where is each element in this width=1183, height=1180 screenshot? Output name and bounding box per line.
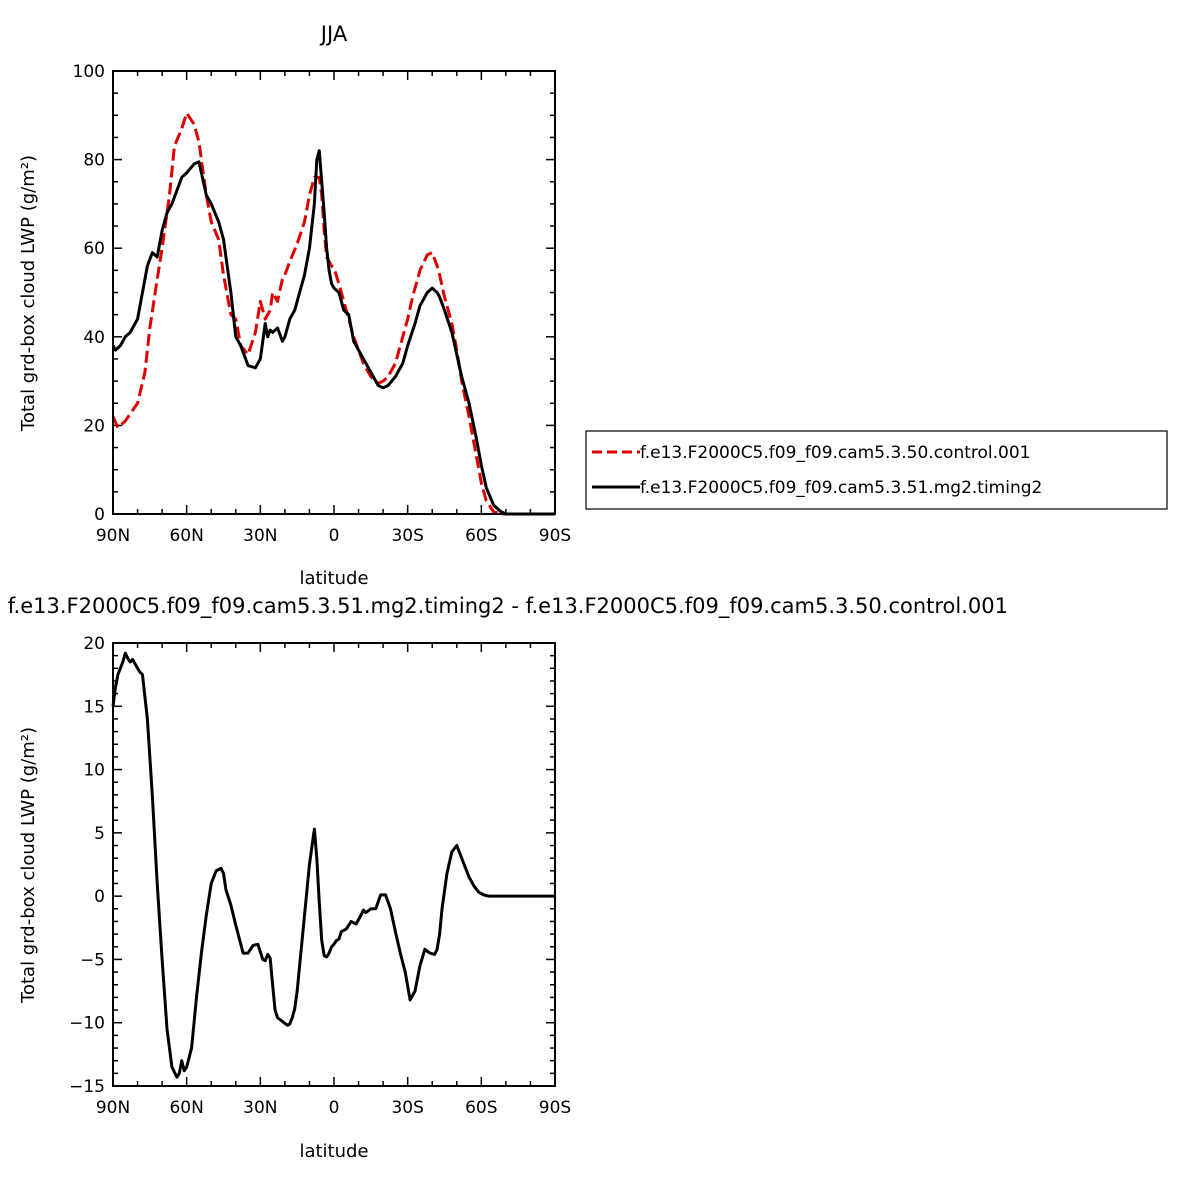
bottom-series-line-0 — [111, 651, 555, 1079]
top-ytick-label: 40 — [83, 328, 105, 348]
bottom-ytick-label: 15 — [83, 697, 105, 717]
bottom-xtick-label: 0 — [329, 1098, 340, 1118]
top-plot-title: JJA — [319, 22, 348, 46]
legend-label-control: f.e13.F2000C5.f09_f09.cam5.3.50.control.… — [640, 443, 1031, 463]
top-ytick-label: 20 — [83, 416, 105, 436]
top-series-line-1 — [111, 149, 555, 516]
top-xtick-label: 0 — [329, 526, 340, 546]
bottom-ytick-label: 10 — [83, 761, 105, 781]
top-xtick-label: 30N — [243, 526, 277, 546]
top-plot: JJA 0 20 40 60 80 100 90N 60N 30N 0 30S 60S 90S lat… — [18, 22, 571, 589]
top-xtick-label: 90S — [539, 526, 571, 546]
top-plot-x-tick-labels: 90N 60N 30N 0 30S 60S 90S — [96, 526, 571, 546]
top-series-line-0 — [111, 111, 555, 516]
bottom-plot-series — [111, 651, 555, 1079]
bottom-plot-ticks — [112, 642, 556, 1087]
bottom-xtick-label: 60S — [465, 1098, 497, 1118]
bottom-plot-title: f.e13.F2000C5.f09_f09.cam5.3.51.mg2.timi… — [8, 594, 1008, 619]
bottom-plot-y-tick-labels: −15 −10 −5 0 5 10 15 20 — [69, 634, 105, 1097]
top-plot-frame — [112, 70, 556, 515]
bottom-plot-xlabel: latitude — [299, 1141, 368, 1162]
bottom-ytick-label: −15 — [69, 1077, 105, 1097]
top-ytick-label: 100 — [73, 62, 105, 82]
top-xtick-label: 60S — [465, 526, 497, 546]
bottom-ytick-label: 5 — [94, 824, 105, 844]
top-plot-series — [111, 111, 555, 516]
top-plot-y-tick-labels: 0 20 40 60 80 100 — [73, 62, 105, 525]
bottom-plot-ylabel: Total grd-box cloud LWP (g/m²) — [18, 727, 39, 1004]
bottom-plot: f.e13.F2000C5.f09_f09.cam5.3.51.mg2.timi… — [8, 594, 1008, 1162]
bottom-xtick-label: 30N — [243, 1098, 277, 1118]
bottom-ytick-label: 0 — [94, 887, 105, 907]
bottom-plot-x-tick-labels: 90N 60N 30N 0 30S 60S 90S — [96, 1098, 571, 1118]
top-xtick-label: 60N — [169, 526, 203, 546]
bottom-xtick-label: 90S — [539, 1098, 571, 1118]
bottom-ytick-label: −5 — [80, 950, 105, 970]
legend-label-timing2: f.e13.F2000C5.f09_f09.cam5.3.51.mg2.timi… — [640, 478, 1042, 498]
top-plot-xlabel: latitude — [299, 568, 368, 589]
top-xtick-label: 30S — [391, 526, 423, 546]
bottom-ytick-label: −10 — [69, 1014, 105, 1034]
top-ytick-label: 60 — [83, 239, 105, 259]
bottom-xtick-label: 30S — [391, 1098, 423, 1118]
legend: f.e13.F2000C5.f09_f09.cam5.3.50.control.… — [585, 430, 1168, 510]
legend-box — [585, 430, 1168, 510]
bottom-xtick-label: 90N — [96, 1098, 130, 1118]
bottom-plot-frame — [112, 642, 556, 1087]
top-plot-ylabel: Total grd-box cloud LWP (g/m²) — [18, 155, 39, 432]
bottom-ytick-label: 20 — [83, 634, 105, 654]
top-xtick-label: 90N — [96, 526, 130, 546]
top-ytick-label: 0 — [94, 505, 105, 525]
top-ytick-label: 80 — [83, 151, 105, 171]
bottom-xtick-label: 60N — [169, 1098, 203, 1118]
